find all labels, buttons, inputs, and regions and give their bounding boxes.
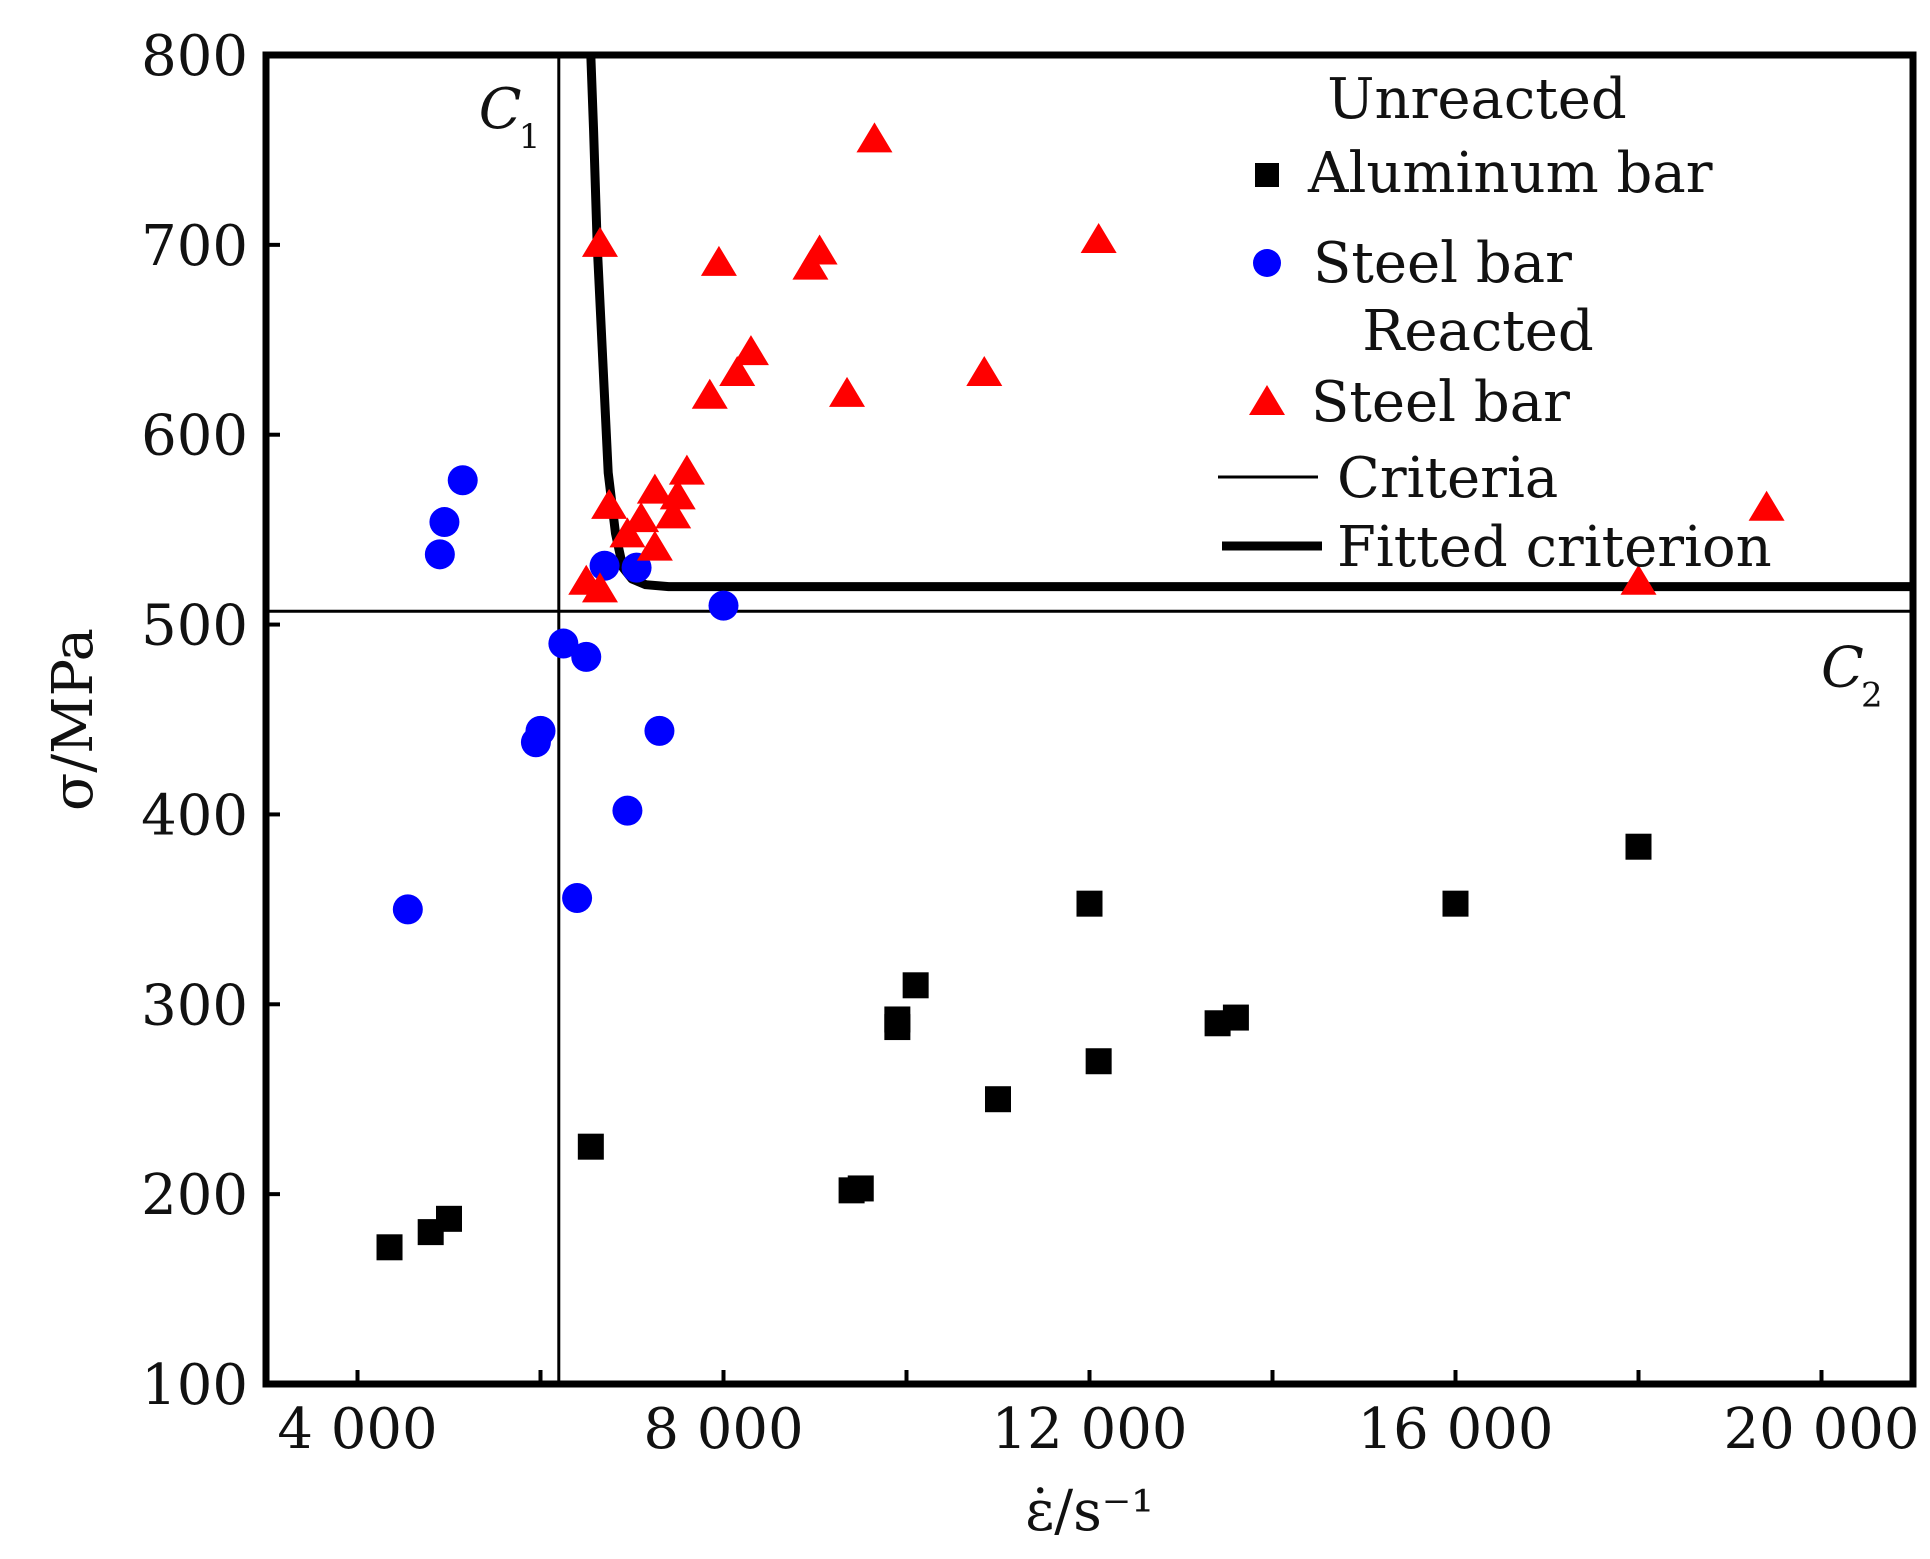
y-axis-title: σ/MPa bbox=[41, 628, 106, 811]
steel-reacted-point bbox=[1748, 490, 1785, 521]
legend-steel-unreacted-label: Steel bar bbox=[1313, 231, 1572, 296]
steel-reacted-point bbox=[691, 378, 728, 409]
y-tick-label: 400 bbox=[141, 783, 248, 848]
steel-unreacted-point bbox=[429, 507, 460, 538]
steel-reacted-point bbox=[636, 530, 673, 561]
steel-reacted-point bbox=[659, 479, 696, 510]
aluminum-bar-point bbox=[436, 1205, 462, 1232]
steel-unreacted-point bbox=[589, 550, 620, 581]
aluminum-bar-point bbox=[1085, 1048, 1112, 1075]
aluminum-bar-point bbox=[1442, 890, 1469, 917]
fitted-criterion-curve bbox=[586, 54, 1913, 592]
legend-square-marker bbox=[1255, 163, 1279, 187]
steel-reacted-point bbox=[623, 502, 660, 533]
x-tick-label: 20 000 bbox=[1724, 1397, 1920, 1462]
legend-triangle-marker bbox=[1249, 385, 1285, 415]
legend-criteria-label: Criteria bbox=[1337, 446, 1558, 511]
legend: Unreacted Aluminum bar Steel bar Reacted… bbox=[1218, 67, 1772, 580]
marks-layer bbox=[266, 54, 1913, 1384]
steel-reacted-point bbox=[1080, 223, 1117, 254]
criterion-c1-label: C bbox=[479, 77, 522, 142]
steel-unreacted-point bbox=[424, 539, 455, 570]
x-tick-label: 16 000 bbox=[1358, 1397, 1554, 1462]
steel-reacted-point bbox=[966, 355, 1003, 386]
steel-unreacted-point bbox=[562, 882, 593, 913]
y-tick-label: 300 bbox=[141, 973, 248, 1038]
steel-reacted-point bbox=[668, 454, 705, 485]
steel-reacted-point bbox=[719, 355, 756, 386]
steel-unreacted-point bbox=[571, 641, 602, 672]
steel-reacted-point bbox=[792, 249, 829, 280]
criterion-c1-subscript: 1 bbox=[519, 117, 541, 157]
aluminum-bar-point bbox=[1222, 1004, 1249, 1031]
steel-unreacted-point bbox=[447, 465, 478, 496]
y-tick-label: 800 bbox=[141, 24, 248, 89]
axis-ticks: 4 000 8 000 12 000 16 000 20 000 100 200 300 400… bbox=[141, 24, 1919, 1462]
steel-reacted-point bbox=[609, 517, 646, 548]
aluminum-bar-point bbox=[1076, 890, 1103, 917]
steel-reacted-point bbox=[581, 226, 618, 257]
steel-reacted-point bbox=[655, 498, 692, 529]
steel-reacted-point bbox=[856, 122, 893, 153]
steel-unreacted-point bbox=[548, 628, 579, 659]
aluminum-bar-point bbox=[847, 1175, 874, 1202]
steel-unreacted-point bbox=[392, 894, 423, 925]
plot-frame bbox=[262, 51, 1917, 1388]
criterion-c2-subscript: 2 bbox=[1861, 675, 1883, 715]
steel-reacted-point bbox=[700, 245, 737, 276]
steel-reacted-point bbox=[829, 376, 866, 407]
legend-group-reacted: Reacted bbox=[1362, 299, 1594, 364]
steel-reacted-point bbox=[1620, 564, 1657, 595]
aluminum-bar-point bbox=[902, 972, 929, 999]
y-tick-label: 700 bbox=[141, 214, 248, 279]
x-axis-title: ε̇/s⁻¹ bbox=[1025, 1479, 1154, 1544]
y-tick-label: 100 bbox=[141, 1353, 248, 1418]
x-tick-label: 12 000 bbox=[992, 1397, 1188, 1462]
aluminum-bar-point bbox=[376, 1234, 403, 1261]
x-tick-label: 8 000 bbox=[643, 1397, 803, 1462]
legend-circle-marker bbox=[1253, 249, 1281, 277]
y-tick-label: 600 bbox=[141, 404, 248, 469]
criterion-c2-label: C bbox=[1821, 635, 1864, 700]
steel-unreacted-point bbox=[644, 715, 675, 746]
y-tick-label: 200 bbox=[141, 1163, 248, 1228]
steel-reacted-point bbox=[581, 572, 618, 603]
steel-reacted-point bbox=[732, 335, 769, 366]
steel-reacted-point bbox=[591, 488, 628, 519]
aluminum-bar-point bbox=[1625, 833, 1652, 860]
steel-unreacted-point bbox=[525, 715, 556, 746]
steel-unreacted-point bbox=[708, 590, 739, 621]
steel-reacted-point bbox=[801, 234, 838, 265]
steel-unreacted-point bbox=[612, 795, 643, 826]
y-tick-label: 500 bbox=[141, 594, 248, 659]
x-tick-label: 4 000 bbox=[277, 1397, 437, 1462]
legend-fitted-label: Fitted criterion bbox=[1337, 515, 1772, 580]
aluminum-bar-point bbox=[985, 1086, 1011, 1113]
legend-group-unreacted: Unreacted bbox=[1327, 67, 1626, 132]
steel-reacted-point bbox=[636, 473, 673, 504]
aluminum-bar-point bbox=[884, 1006, 911, 1033]
legend-steel-reacted-label: Steel bar bbox=[1311, 370, 1570, 435]
aluminum-bar-point bbox=[577, 1133, 604, 1160]
legend-aluminum-label: Aluminum bar bbox=[1307, 141, 1713, 206]
